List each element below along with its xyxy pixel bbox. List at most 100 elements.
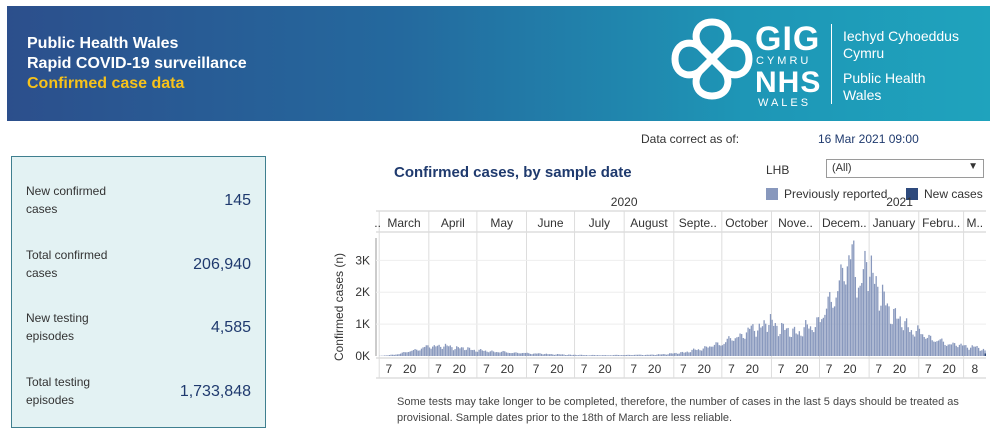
bar-previously-reported — [923, 336, 925, 356]
bar-previously-reported — [960, 343, 962, 356]
legend-new-cases[interactable]: New cases — [906, 187, 983, 201]
bar-previously-reported — [969, 347, 972, 356]
bar-previously-reported — [428, 347, 431, 356]
bar-previously-reported — [558, 354, 560, 356]
bar-previously-reported — [425, 345, 427, 356]
chevron-down-icon: ▼ — [968, 161, 978, 172]
bar-previously-reported — [833, 306, 836, 356]
bar-previously-reported — [398, 354, 400, 356]
bar-previously-reported — [811, 330, 813, 356]
bar-previously-reported — [473, 349, 475, 356]
day-tick-label: 20 — [648, 362, 662, 376]
bar-previously-reported — [635, 354, 637, 356]
bar-previously-reported — [579, 354, 581, 356]
bar-previously-reported — [484, 350, 487, 356]
header-dashboard-title: Confirmed case data — [27, 75, 185, 92]
bar-previously-reported — [636, 354, 639, 356]
day-tick-label: 20 — [795, 362, 809, 376]
y-tick-label: 1K — [355, 317, 370, 331]
bar-previously-reported — [715, 342, 717, 356]
kpi-total-testing: Total testing episodes 1,733,848 — [12, 373, 265, 413]
bar-previously-reported — [544, 353, 546, 356]
bar-previously-reported — [646, 354, 648, 356]
bar-previously-reported — [709, 346, 711, 356]
bar-previously-reported — [808, 328, 810, 356]
bar-previously-reported — [688, 352, 690, 356]
bar-previously-reported — [432, 346, 434, 356]
bar-previously-reported — [539, 353, 541, 356]
bar-previously-reported — [486, 351, 488, 356]
bar-previously-reported — [942, 341, 945, 356]
bar-previously-reported — [595, 355, 597, 356]
bar-previously-reported — [741, 334, 743, 356]
bar-previously-reported — [665, 354, 668, 356]
bar-previously-reported — [830, 301, 832, 356]
bar-previously-reported — [492, 351, 495, 356]
bar-previously-reported — [648, 354, 650, 356]
day-tick-label: 20 — [501, 362, 515, 376]
bar-previously-reported — [872, 272, 874, 356]
bar-previously-reported — [390, 354, 392, 356]
day-tick-label: 20 — [453, 362, 467, 376]
bar-previously-reported — [678, 353, 680, 356]
bar-previously-reported — [809, 326, 812, 356]
month-label: October — [725, 216, 768, 230]
bar-previously-reported — [580, 354, 583, 356]
bar-previously-reported — [825, 308, 828, 356]
bar-previously-reported — [763, 320, 765, 356]
bar-previously-reported — [459, 348, 461, 356]
bar-previously-reported — [516, 352, 519, 356]
bar-previously-reported — [534, 353, 536, 356]
bar-previously-reported — [817, 317, 820, 356]
kpi-value: 145 — [224, 192, 251, 209]
bar-previously-reported — [712, 346, 714, 356]
bar-previously-reported — [814, 327, 816, 356]
bar-previously-reported — [532, 353, 535, 356]
bar-previously-reported — [633, 354, 636, 356]
lhb-filter-dropdown[interactable]: (All) ▼ — [826, 159, 984, 178]
bar-new-cases — [984, 353, 986, 356]
bar-previously-reported — [604, 355, 607, 356]
bar-previously-reported — [475, 351, 477, 356]
bar-previously-reported — [660, 354, 663, 356]
bar-previously-reported — [529, 353, 532, 356]
bar-previously-reported — [601, 355, 604, 356]
bar-previously-reported — [523, 352, 525, 356]
celtic-knot-icon — [671, 18, 753, 100]
bar-previously-reported — [531, 354, 533, 356]
legend-previously-reported[interactable]: Previously reported — [766, 187, 887, 201]
bar-previously-reported — [691, 349, 693, 356]
bar-previously-reported — [819, 322, 821, 356]
bar-previously-reported — [694, 349, 696, 356]
bar-previously-reported — [981, 350, 983, 356]
bar-previously-reported — [755, 336, 757, 356]
bar-previously-reported — [494, 352, 496, 356]
bar-previously-reported — [968, 349, 970, 356]
legend-swatch — [766, 188, 778, 200]
bar-previously-reported — [427, 345, 429, 356]
bar-previously-reported — [947, 344, 949, 356]
bar-previously-reported — [552, 354, 554, 356]
bar-previously-reported — [752, 324, 754, 356]
org-name-welsh-line2: Cymru — [843, 45, 885, 61]
lhb-filter-label: LHB — [766, 163, 790, 177]
bar-previously-reported — [385, 355, 387, 356]
bar-previously-reported — [910, 330, 913, 356]
bar-previously-reported — [468, 347, 471, 356]
bar-previously-reported — [644, 354, 647, 356]
bar-previously-reported — [829, 292, 831, 356]
kpi-label: Total confirmed cases — [26, 248, 108, 280]
bar-previously-reported — [600, 355, 602, 356]
bar-previously-reported — [667, 354, 669, 356]
bar-previously-reported — [542, 354, 544, 356]
kpi-value: 4,585 — [210, 319, 251, 336]
bar-previously-reported — [499, 352, 501, 356]
bar-previously-reported — [723, 343, 725, 356]
month-label: May — [490, 216, 513, 230]
bar-previously-reported — [841, 267, 844, 356]
bar-previously-reported — [524, 352, 527, 356]
bar-previously-reported — [520, 353, 522, 356]
bar-previously-reported — [572, 354, 575, 356]
bar-previously-reported — [853, 240, 855, 356]
bar-previously-reported — [622, 355, 624, 356]
